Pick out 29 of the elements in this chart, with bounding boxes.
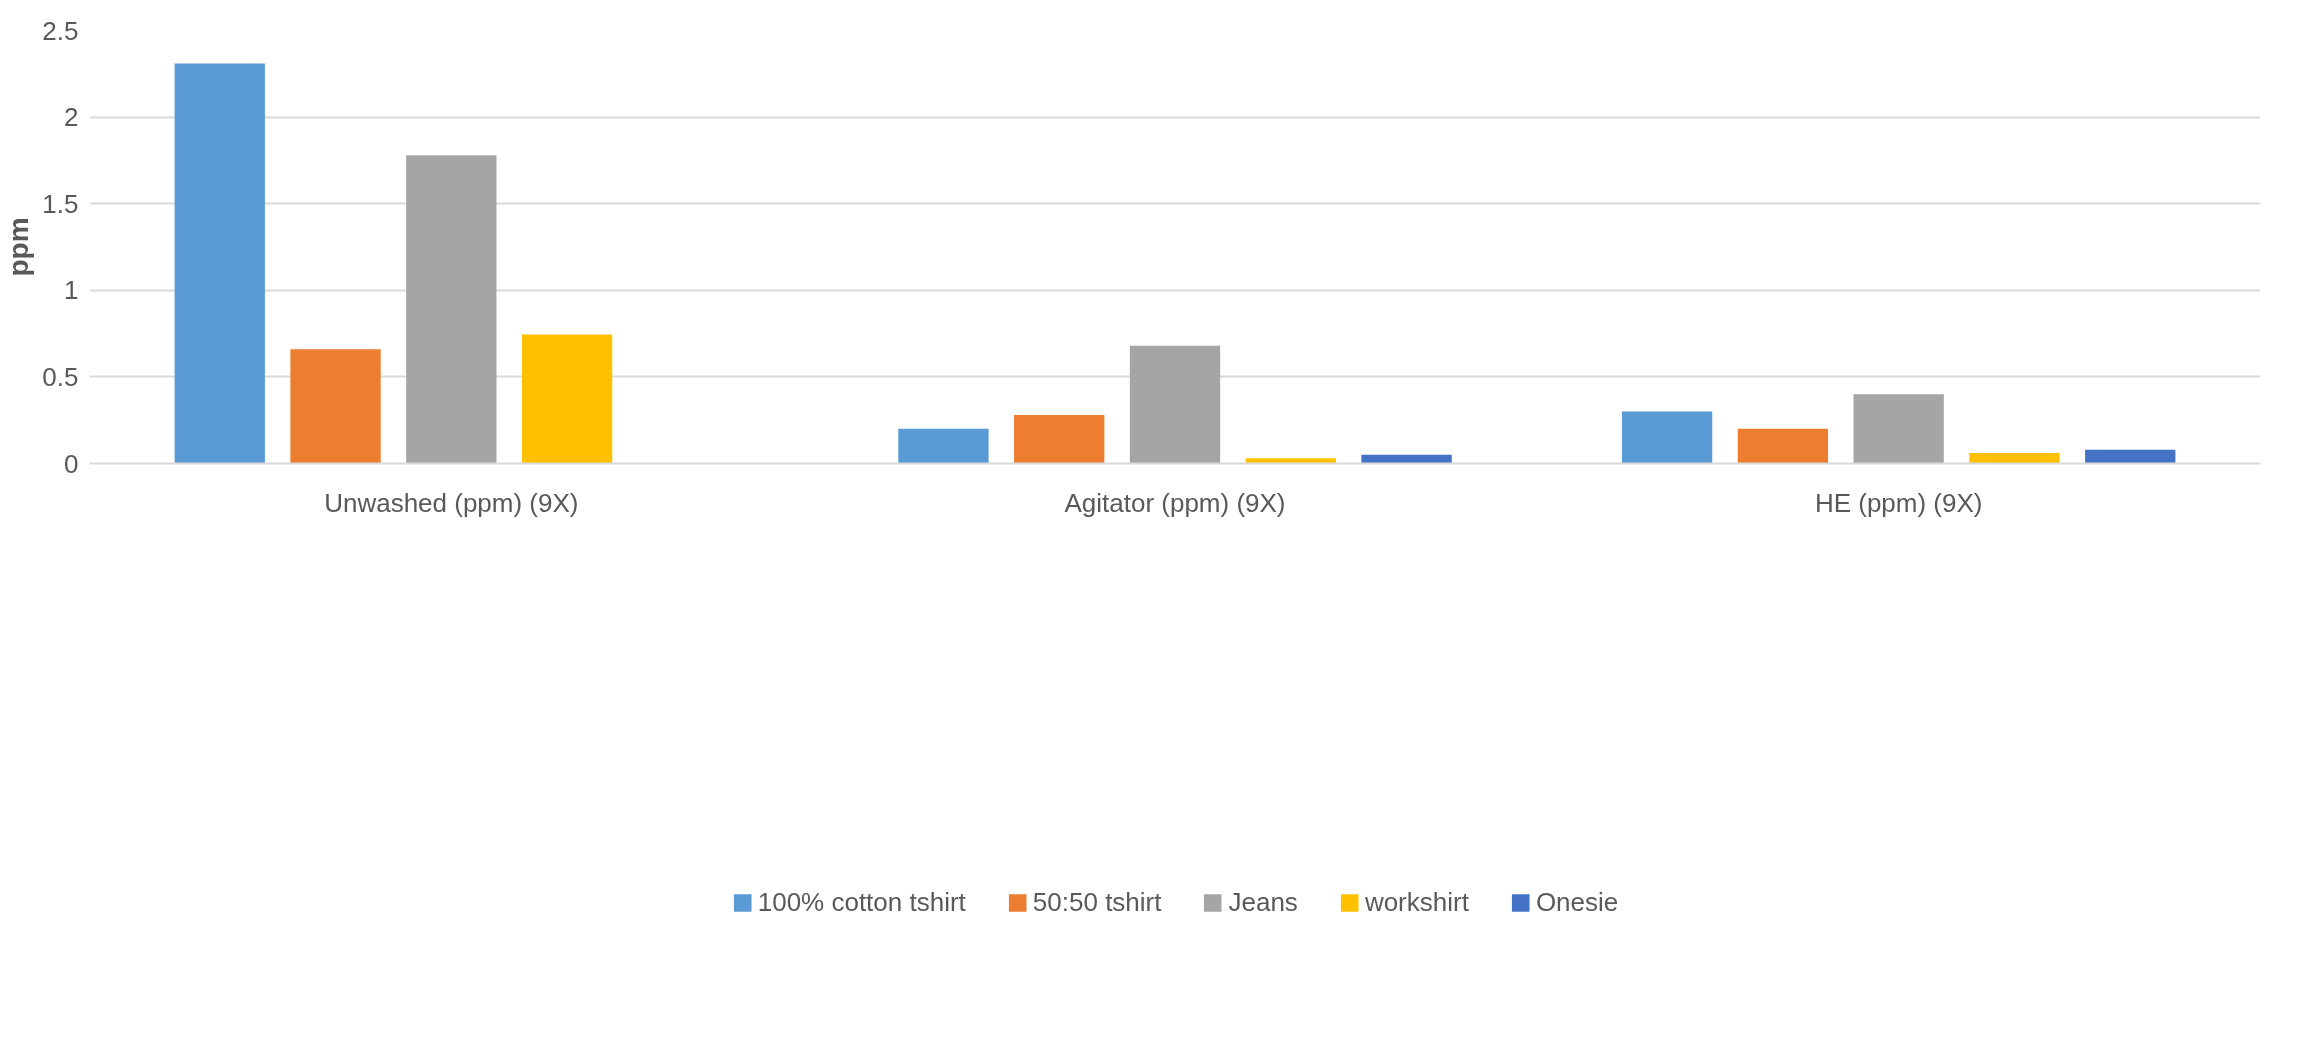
y-tick-label: 0.5 [42,361,79,392]
bar [406,155,497,464]
bar [1361,454,1452,464]
bar [1014,415,1105,464]
y-tick-label: 2.5 [42,15,79,46]
y-axis-title: ppm [3,217,35,277]
bar [1853,394,1944,464]
x-tick-label: Unwashed (ppm) (9X) [324,487,579,518]
bar [1621,411,1713,464]
bar [174,63,265,464]
bar [1737,428,1829,464]
legend-label: Jeans [1228,886,1298,918]
legend-label: 50:50 tshirt [1032,886,1162,918]
y-tick-label: 2 [64,102,79,133]
y-tick-label: 1.5 [42,188,79,219]
y-tick-label: 1 [64,275,79,306]
bar [1969,453,2060,464]
x-tick-label: Agitator (ppm) (9X) [1064,487,1286,518]
bar [2085,449,2176,464]
bar [1129,345,1221,464]
bar [1245,458,1336,464]
bar [521,334,613,464]
x-tick-label: HE (ppm) (9X) [1814,487,1983,518]
bar [290,349,381,464]
legend-label: Onesie [1535,886,1619,918]
legend-label: 100% cotton tshirt [757,886,966,918]
y-tick-label: 0 [64,448,79,479]
legend-label: workshirt [1364,886,1469,918]
bar [898,428,989,464]
